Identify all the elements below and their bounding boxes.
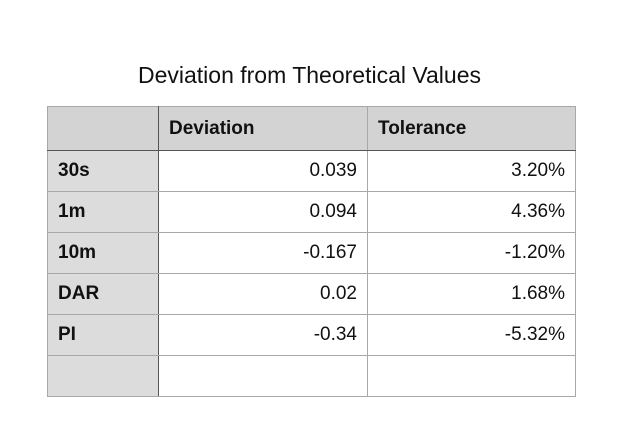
table-body: Deviation Tolerance 30s 0.039 3.20% 1m 0.094 4…	[47, 106, 576, 397]
table-row: 1m 0.094 4.36%	[47, 191, 576, 233]
table-cell: -5.32%	[367, 314, 576, 356]
row-label: 30s	[47, 150, 159, 192]
column-header: Tolerance	[367, 106, 576, 151]
table-cell: -0.167	[158, 232, 368, 274]
empty-cell	[47, 355, 159, 397]
table-cell: 3.20%	[367, 150, 576, 192]
empty-cell	[367, 355, 576, 397]
row-label: PI	[47, 314, 159, 356]
table-cell: -0.34	[158, 314, 368, 356]
table-row: 10m -0.167 -1.20%	[47, 232, 576, 274]
empty-row	[47, 355, 576, 397]
row-label: 10m	[47, 232, 159, 274]
table-cell: -1.20%	[367, 232, 576, 274]
table-row: 30s 0.039 3.20%	[47, 150, 576, 192]
table-title: Deviation from Theoretical Values	[137, 62, 482, 88]
header-row: Deviation Tolerance	[47, 106, 576, 151]
row-label: 1m	[47, 191, 159, 233]
table-row: PI -0.34 -5.32%	[47, 314, 576, 356]
column-header: Deviation	[158, 106, 368, 151]
table-cell: 0.094	[158, 191, 368, 233]
table-row: DAR 0.02 1.68%	[47, 273, 576, 315]
table-cell: 4.36%	[367, 191, 576, 233]
row-label: DAR	[47, 273, 159, 315]
empty-cell	[158, 355, 368, 397]
table-cell: 1.68%	[367, 273, 576, 315]
data-table: Deviation Tolerance 30s 0.039 3.20% 1m 0.094 4…	[47, 106, 576, 397]
table-cell: 0.039	[158, 150, 368, 192]
corner-cell	[47, 106, 159, 151]
table-cell: 0.02	[158, 273, 368, 315]
